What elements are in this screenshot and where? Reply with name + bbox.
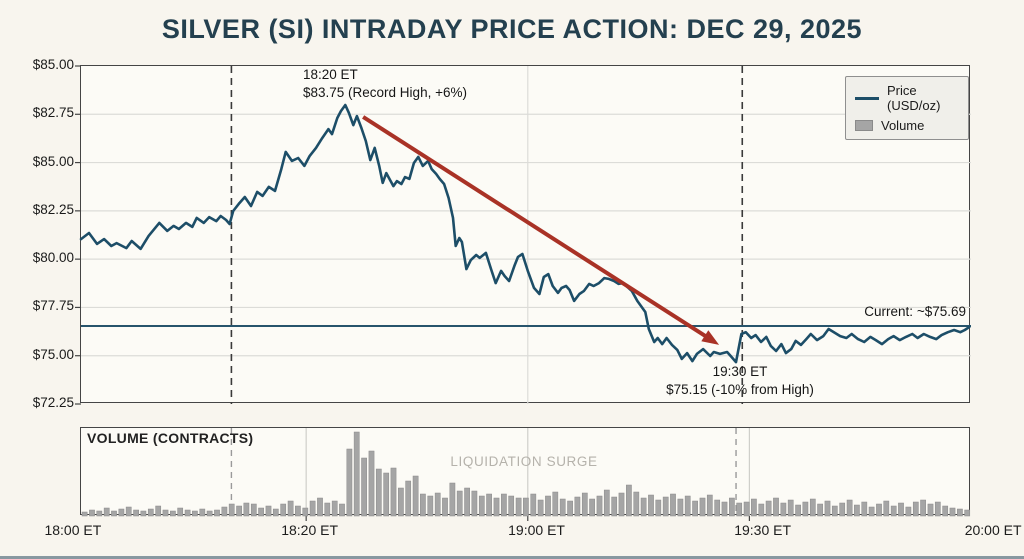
y-axis-label: $82.75 <box>32 105 74 121</box>
y-axis-label: $72.25 <box>32 395 74 410</box>
volume-chart-svg <box>81 428 971 521</box>
x-axis-label: 20:00 ET <box>964 522 1022 538</box>
volume-panel-title: VOLUME (CONTRACTS) <box>87 430 254 446</box>
y-axis-label: $85.00 <box>32 153 74 169</box>
legend-price-label: Price (USD/oz) <box>887 83 941 113</box>
legend-item-price: Price (USD/oz) <box>855 83 959 113</box>
price-line-swatch-icon <box>855 96 879 100</box>
volume-plot-area <box>80 427 971 521</box>
legend-volume-label: Volume <box>881 118 925 133</box>
chart-legend: Price (USD/oz) Volume <box>845 76 969 140</box>
session-low-price: $75.15 (-10% from High) <box>666 382 814 397</box>
session-low-annotation: 19:30 ET $75.15 (-10% from High) <box>666 363 814 399</box>
record-high-price: $83.75 (Record High, +6%) <box>303 85 467 100</box>
x-axis-label: 19:30 ET <box>734 522 792 538</box>
price-plot-area <box>75 65 971 405</box>
liquidation-surge-label: LIQUIDATION SURGE <box>450 454 598 469</box>
y-axis-label: $75.00 <box>32 346 74 362</box>
y-axis-label: $82.25 <box>32 201 74 217</box>
record-high-time: 18:20 ET <box>303 67 358 82</box>
x-axis-label: 18:00 ET <box>44 522 102 538</box>
y-axis-label: $80.00 <box>32 250 74 266</box>
y-axis-label: $85.00 <box>32 57 74 72</box>
current-price-label: Current: ~$75.69 <box>864 304 966 319</box>
chart-title: SILVER (SI) INTRADAY PRICE ACTION: DEC 2… <box>161 14 863 44</box>
bottom-edge-strip <box>0 556 1024 559</box>
y-axis-label: $77.75 <box>32 298 74 314</box>
legend-item-volume: Volume <box>855 118 959 133</box>
x-axis-label: 18:20 ET <box>281 522 339 538</box>
record-high-annotation: 18:20 ET $83.75 (Record High, +6%) <box>303 66 467 102</box>
price-chart-svg <box>75 65 971 405</box>
x-axis-label: 19:00 ET <box>508 522 565 538</box>
volume-swatch-icon <box>855 120 873 131</box>
session-low-time: 19:30 ET <box>712 364 768 379</box>
